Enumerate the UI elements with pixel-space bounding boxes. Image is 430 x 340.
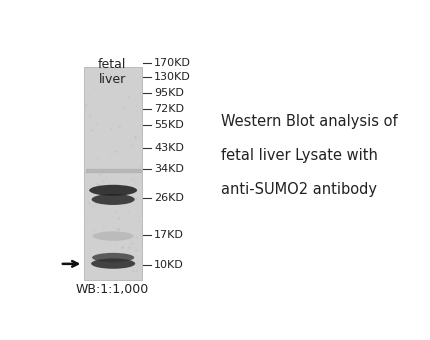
Text: 26KD: 26KD — [154, 193, 184, 203]
Text: 72KD: 72KD — [154, 104, 184, 114]
Text: anti-SUMO2 antibody: anti-SUMO2 antibody — [221, 182, 376, 197]
Text: 17KD: 17KD — [154, 230, 184, 240]
Text: Western Blot analysis of: Western Blot analysis of — [221, 114, 396, 129]
Text: fetal liver Lysate with: fetal liver Lysate with — [221, 148, 377, 163]
Bar — [84, 67, 142, 280]
Text: 43KD: 43KD — [154, 143, 184, 153]
Text: 10KD: 10KD — [154, 260, 184, 270]
Text: 95KD: 95KD — [154, 88, 184, 98]
Ellipse shape — [91, 258, 135, 269]
Ellipse shape — [92, 253, 134, 262]
Text: 170KD: 170KD — [154, 58, 190, 68]
Text: 55KD: 55KD — [154, 120, 184, 130]
Text: 130KD: 130KD — [154, 72, 190, 83]
Ellipse shape — [92, 194, 135, 205]
Text: WB:1:1,000: WB:1:1,000 — [76, 283, 149, 296]
Ellipse shape — [92, 232, 133, 241]
Ellipse shape — [89, 185, 137, 196]
Text: 34KD: 34KD — [154, 164, 184, 174]
Text: fetal
liver: fetal liver — [98, 58, 126, 86]
